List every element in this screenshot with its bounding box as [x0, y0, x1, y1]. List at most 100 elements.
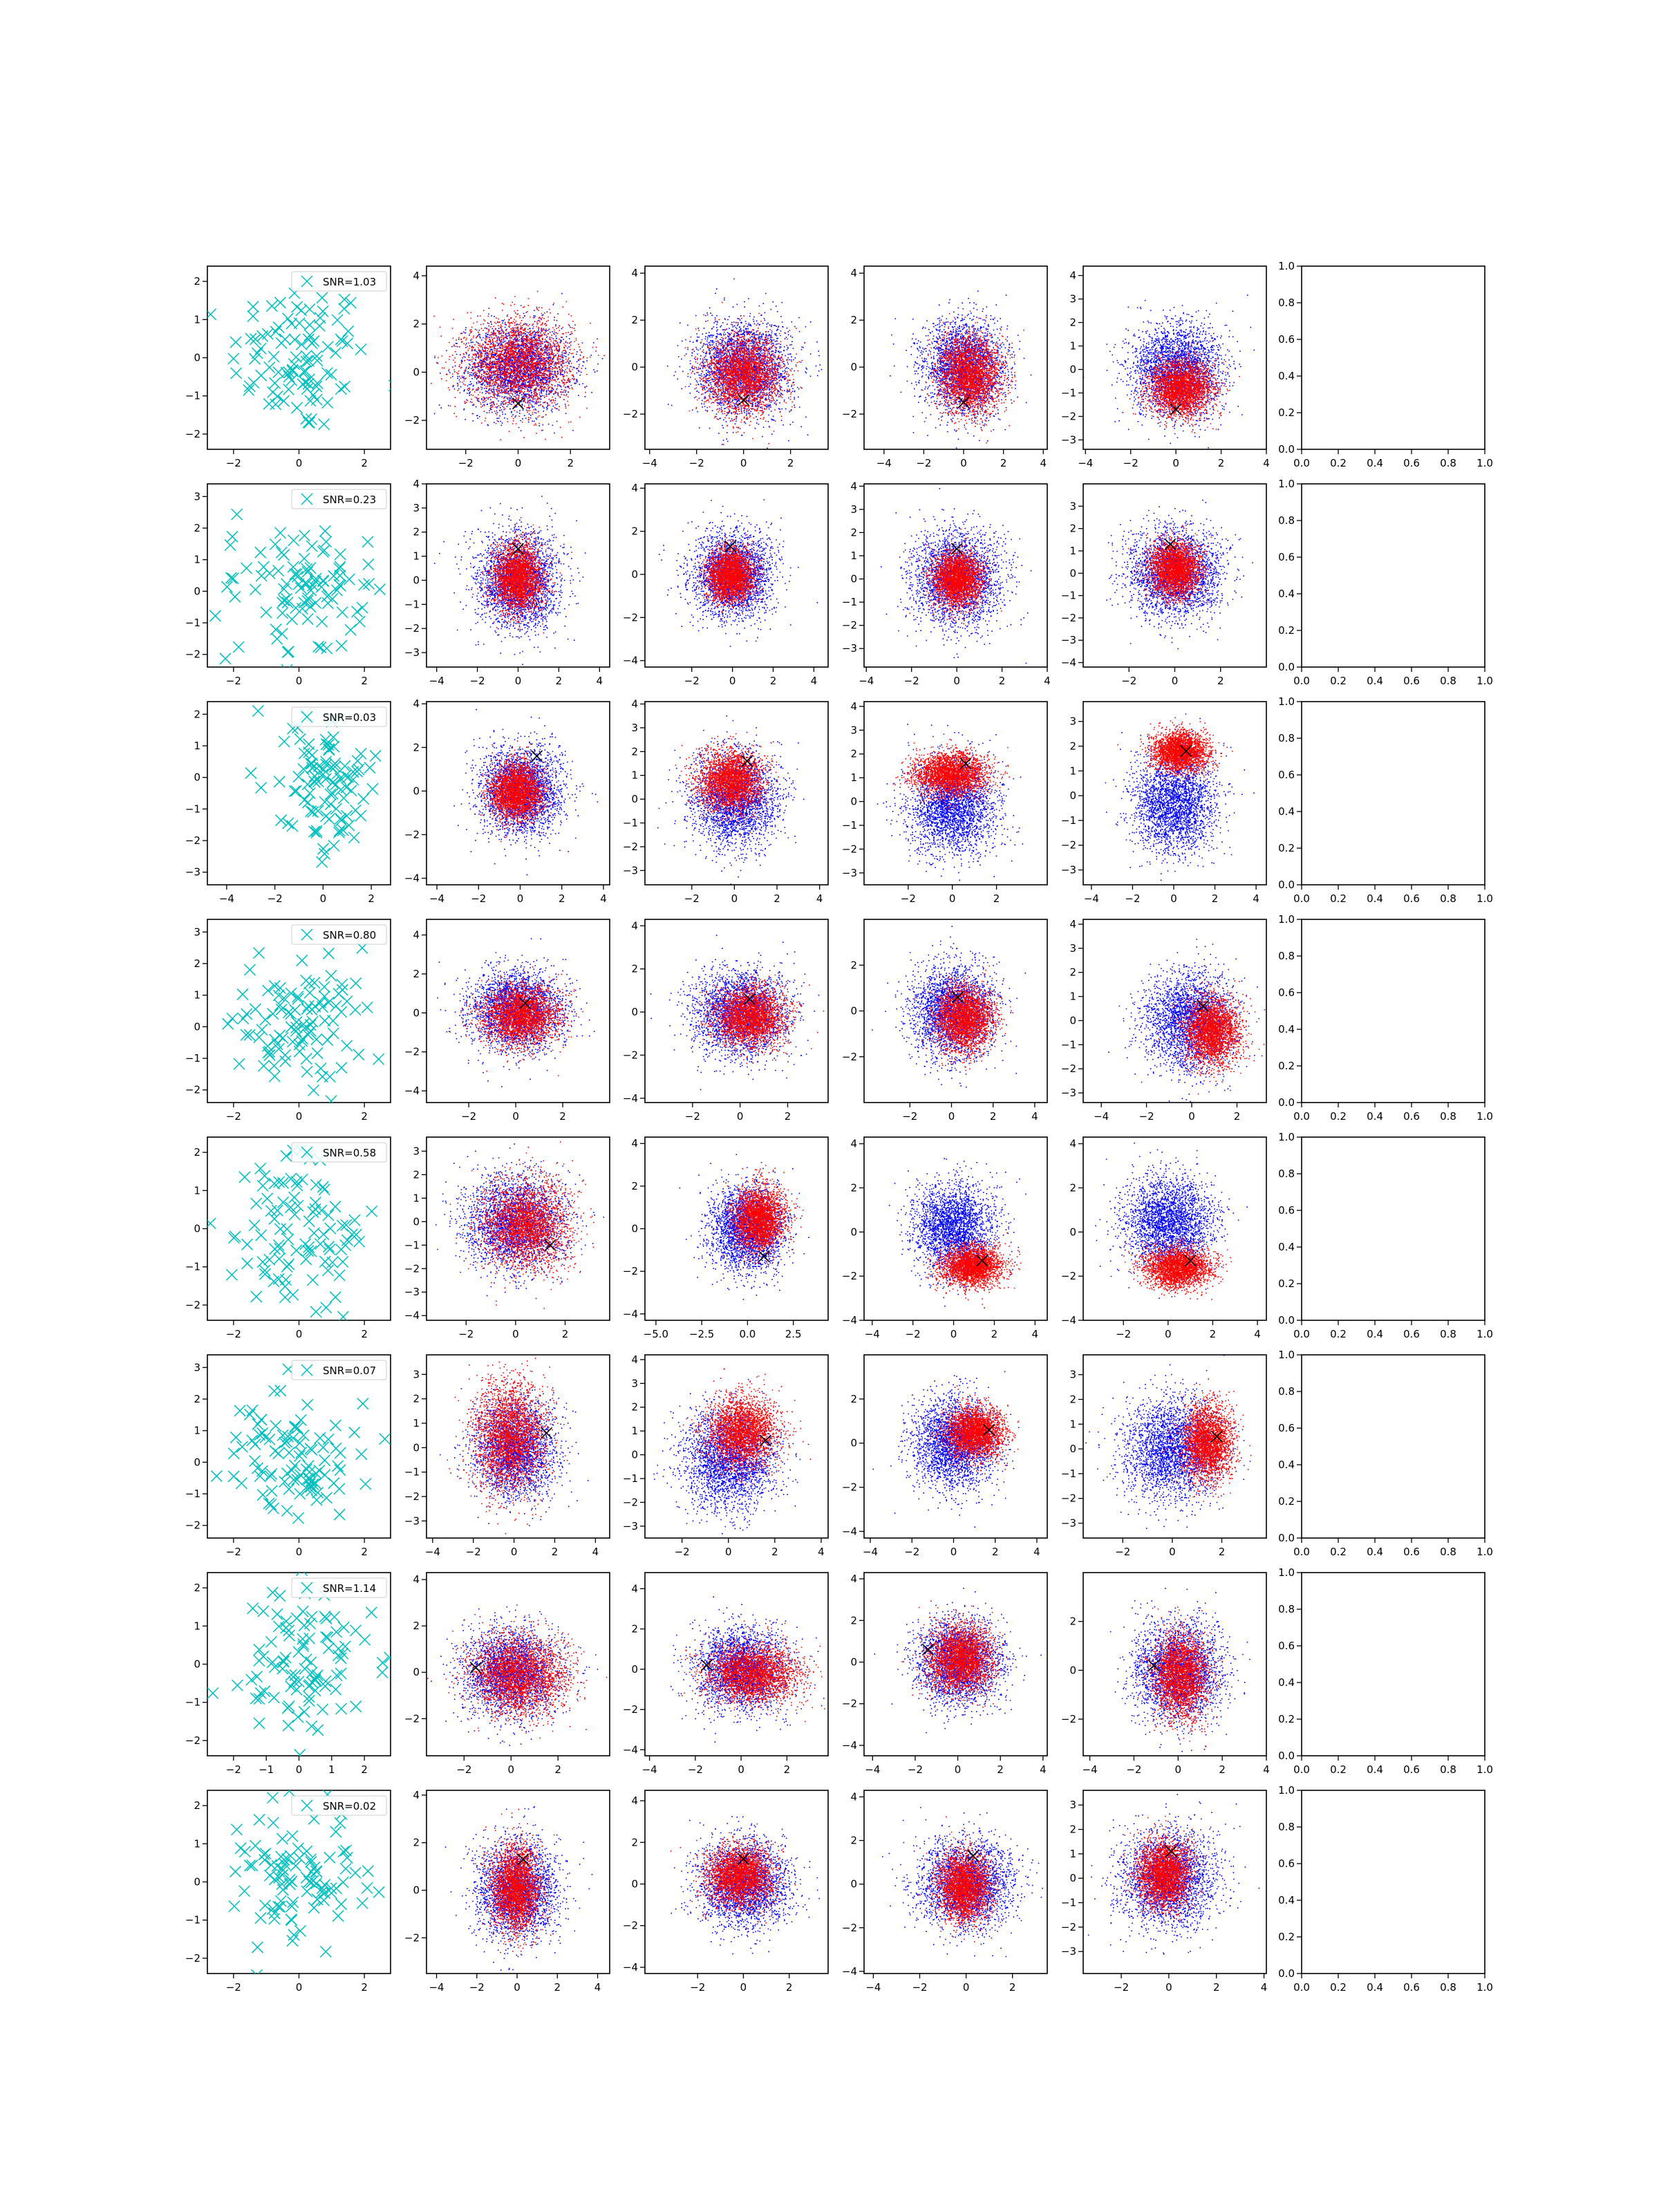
cyan-x-marker — [336, 606, 348, 619]
black-x-marker — [921, 1643, 935, 1656]
cluster-panel-ytick-label: 4 — [413, 270, 420, 282]
sample-markers — [228, 1790, 385, 1974]
sample-panel-ytick-label: 1 — [194, 1184, 200, 1197]
cyan-x-marker — [250, 333, 262, 346]
cyan-x-marker — [349, 1624, 362, 1637]
blue-dots — [1105, 713, 1255, 881]
empty-panel-frame — [1301, 701, 1485, 885]
cluster-panel-xtick-label: −2 — [461, 1110, 476, 1123]
cluster-panel-frame — [863, 701, 1048, 885]
empty-panel-xtick-label: 0.8 — [1440, 1546, 1456, 1558]
cyan-x-marker — [283, 1258, 295, 1271]
empty-panel-xtick-label: 0.2 — [1330, 1546, 1347, 1558]
cyan-x-marker — [287, 1432, 299, 1445]
cluster-panel-row-7-col-4: −4 −2 0 2 4 −4 −2 0 2 4 — [842, 1572, 1048, 1776]
cyan-x-marker — [301, 778, 314, 791]
cyan-x-marker — [284, 1201, 297, 1214]
cyan-x-marker — [229, 590, 241, 603]
cyan-x-marker — [235, 1477, 247, 1490]
cyan-x-marker — [227, 1470, 240, 1483]
cyan-x-marker — [373, 583, 386, 596]
cluster-panel-xtick-label: −4 — [863, 1546, 878, 1558]
cluster-panel-ytick-label: 4 — [631, 267, 638, 279]
cyan-x-marker — [324, 798, 337, 810]
cyan-x-marker — [343, 819, 355, 832]
cyan-x-marker — [313, 1464, 326, 1477]
cyan-x-marker — [355, 343, 367, 356]
cyan-x-marker — [310, 1179, 322, 1191]
sample-panel-xtick-label: −4 — [219, 892, 234, 905]
cyan-x-marker — [263, 1497, 275, 1510]
cyan-x-marker — [310, 1671, 323, 1683]
blue-dots — [1087, 1794, 1260, 1955]
cyan-x-marker — [337, 1311, 349, 1320]
cyan-x-marker — [238, 1171, 251, 1183]
cluster-panel-ytick-label: −4 — [1061, 657, 1076, 669]
cyan-x-marker — [291, 402, 303, 414]
cyan-x-marker — [260, 606, 272, 619]
blue-dots — [872, 1371, 1020, 1528]
red-dots — [893, 733, 1010, 810]
cluster-panel-xtick-label: −2 — [469, 1981, 485, 1994]
empty-panel-ytick-label: 0.0 — [1278, 1532, 1295, 1544]
cyan-x-marker — [308, 770, 321, 782]
sample-markers — [222, 941, 385, 1103]
cyan-x-marker — [280, 592, 293, 605]
cluster-panel-ytick-label: −2 — [404, 414, 420, 427]
cyan-x-marker — [349, 1004, 362, 1016]
cluster-panel-ytick-label: 2 — [1069, 317, 1076, 329]
cluster-panel-ytick-label: −2 — [623, 1496, 638, 1508]
cluster-panel-xtick-label: 4 — [1040, 1763, 1047, 1776]
cyan-x-marker — [301, 613, 314, 626]
cyan-x-marker — [325, 970, 337, 982]
empty-panel-xtick-label: 0.0 — [1293, 1763, 1310, 1776]
cluster-panel-ytick-label: 0 — [413, 366, 420, 378]
cyan-x-marker — [222, 1018, 234, 1030]
cyan-x-marker — [339, 760, 351, 772]
cyan-x-marker — [283, 1551, 294, 1562]
cluster-panel-ytick-label: −2 — [623, 1265, 638, 1277]
cluster-panel-xtick-label: 2 — [552, 1546, 559, 1558]
cluster-panel-ytick-label: 2 — [631, 1180, 638, 1192]
red-dots — [449, 1141, 594, 1309]
cluster-panel-xtick-label: 0 — [950, 1546, 957, 1558]
cluster-panel-ytick-label: 2 — [850, 1393, 857, 1405]
cyan-x-marker — [350, 1700, 362, 1713]
sample-panel-frame — [207, 265, 391, 450]
cyan-x-marker — [379, 1433, 391, 1445]
cyan-x-marker — [334, 548, 346, 561]
sample-panel-ytick-label: 1 — [194, 554, 200, 566]
blue-dots — [1083, 294, 1255, 449]
cyan-x-marker — [366, 782, 379, 795]
cluster-panel-frame — [644, 1790, 829, 1974]
cyan-x-marker — [259, 1685, 271, 1698]
cyan-x-marker — [347, 774, 359, 786]
cyan-x-marker — [282, 817, 294, 830]
cyan-x-marker — [274, 982, 286, 994]
cyan-x-marker — [296, 954, 308, 966]
cluster-panel-xtick-label: 0 — [738, 1763, 744, 1776]
cyan-x-marker — [230, 367, 243, 379]
cluster-panel-xtick-label: 2 — [774, 892, 780, 905]
cyan-x-marker — [251, 1941, 264, 1953]
cluster-panel-xtick-label: 4 — [1263, 1763, 1270, 1776]
cluster-panel-row-3-col-2: −4 −2 0 2 4 −4 −2 0 2 4 — [404, 697, 610, 905]
cyan-x-marker — [310, 1306, 322, 1318]
red-dots — [1123, 1238, 1232, 1300]
cyan-x-marker — [241, 562, 253, 574]
cluster-panel-xtick-label: 0.0 — [739, 1328, 756, 1340]
cluster-panel-row-7-col-5: −4 −2 0 2 4 −2 0 2 — [1061, 1572, 1270, 1776]
cluster-panel-ytick-label: 0 — [631, 1878, 638, 1891]
cyan-x-marker — [230, 1824, 243, 1836]
sample-panel-xtick-label: 2 — [368, 892, 375, 905]
empty-panel-ytick-label: 0.2 — [1278, 624, 1295, 637]
cyan-x-marker — [287, 561, 299, 573]
empty-panel-row-6: 0.0 0.2 0.4 0.6 0.8 1.0 0.0 0.2 0.4 0.6 0.8 1.0 — [1278, 1349, 1493, 1558]
sample-panel-row-4: −2 0 2 −2 −1 0 1 2 3 SNR=0.80 — [185, 919, 391, 1123]
cyan-x-marker — [290, 1244, 303, 1257]
cyan-x-marker — [290, 785, 303, 797]
cyan-x-marker — [254, 546, 267, 559]
cluster-panel-ytick-label: 0 — [850, 361, 857, 373]
cyan-x-marker — [266, 1792, 279, 1804]
cluster-panel-ytick-label: 0 — [413, 574, 420, 586]
